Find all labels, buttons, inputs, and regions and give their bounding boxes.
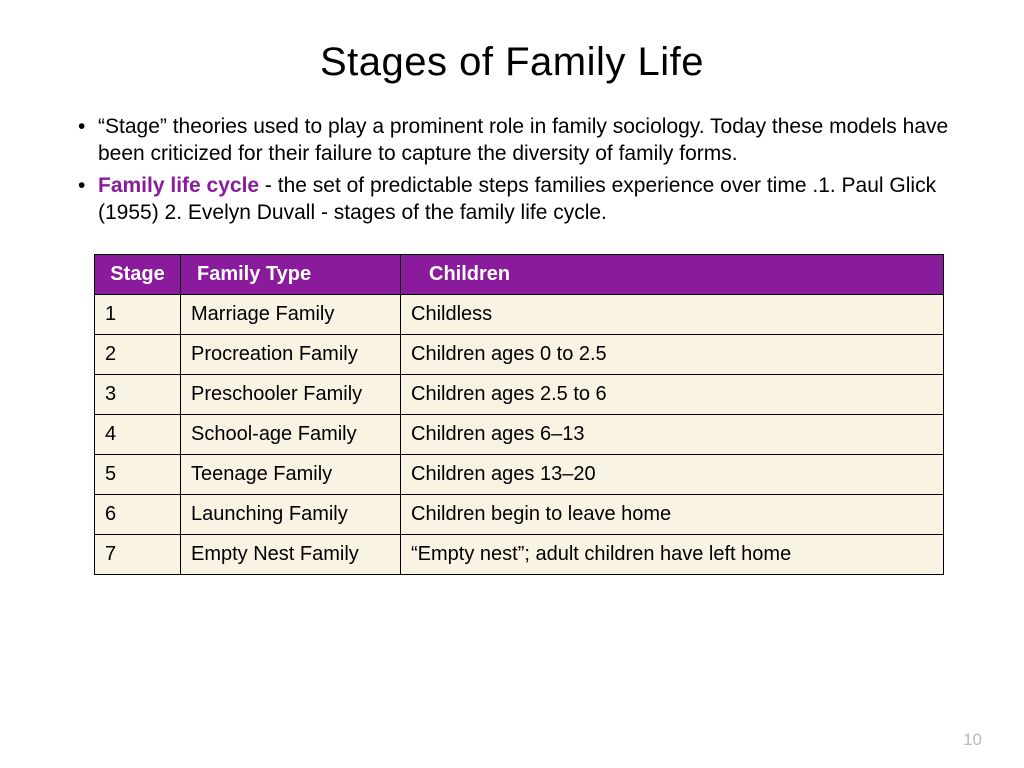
header-children: Children (401, 255, 944, 295)
table-header-row: Stage Family Type Children (95, 255, 944, 295)
table-row: 1 Marriage Family Childless (95, 295, 944, 335)
stages-table: Stage Family Type Children 1 Marriage Fa… (94, 254, 944, 575)
cell-stage: 7 (95, 535, 181, 575)
cell-children: Childless (401, 295, 944, 335)
cell-type: Preschooler Family (181, 375, 401, 415)
table-row: 3 Preschooler Family Children ages 2.5 t… (95, 375, 944, 415)
cell-children: “Empty nest”; adult children have left h… (401, 535, 944, 575)
table-row: 6 Launching Family Children begin to lea… (95, 495, 944, 535)
table-container: Stage Family Type Children 1 Marriage Fa… (94, 254, 944, 575)
bullet-list: “Stage” theories used to play a prominen… (70, 113, 954, 226)
bullet-text: “Stage” theories used to play a prominen… (98, 115, 948, 165)
slide-content: Stages of Family Life “Stage” theories u… (0, 0, 1024, 605)
cell-children: Children ages 2.5 to 6 (401, 375, 944, 415)
table-row: 2 Procreation Family Children ages 0 to … (95, 335, 944, 375)
cell-stage: 5 (95, 455, 181, 495)
cell-children: Children begin to leave home (401, 495, 944, 535)
cell-type: School-age Family (181, 415, 401, 455)
cell-children: Children ages 13–20 (401, 455, 944, 495)
cell-children: Children ages 0 to 2.5 (401, 335, 944, 375)
header-stage: Stage (95, 255, 181, 295)
cell-type: Empty Nest Family (181, 535, 401, 575)
cell-stage: 1 (95, 295, 181, 335)
cell-type: Launching Family (181, 495, 401, 535)
cell-type: Teenage Family (181, 455, 401, 495)
table-row: 4 School-age Family Children ages 6–13 (95, 415, 944, 455)
slide-title: Stages of Family Life (70, 40, 954, 85)
header-type: Family Type (181, 255, 401, 295)
cell-type: Procreation Family (181, 335, 401, 375)
page-number: 10 (963, 730, 982, 750)
cell-type: Marriage Family (181, 295, 401, 335)
cell-stage: 6 (95, 495, 181, 535)
cell-children: Children ages 6–13 (401, 415, 944, 455)
key-term: Family life cycle (98, 174, 259, 197)
cell-stage: 4 (95, 415, 181, 455)
cell-stage: 3 (95, 375, 181, 415)
table-row: 5 Teenage Family Children ages 13–20 (95, 455, 944, 495)
bullet-item: “Stage” theories used to play a prominen… (70, 113, 954, 168)
table-row: 7 Empty Nest Family “Empty nest”; adult … (95, 535, 944, 575)
bullet-item: Family life cycle - the set of predictab… (70, 172, 954, 227)
cell-stage: 2 (95, 335, 181, 375)
